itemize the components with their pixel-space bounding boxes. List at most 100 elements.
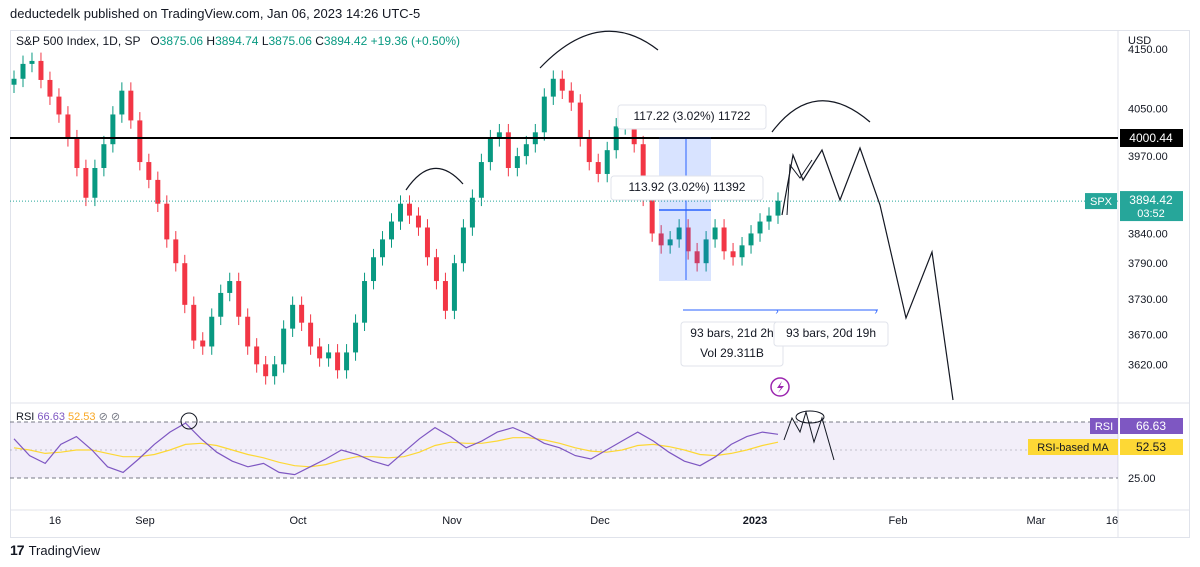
candle-body [200,340,206,347]
candle-body [397,203,403,222]
candle-body [290,304,296,329]
candle-body [173,239,179,264]
candle-body [685,227,691,252]
candle-body [281,328,287,365]
y-tick-label: 3840.00 [1128,228,1168,240]
publisher-header: deductedelk published on TradingView.com… [10,6,421,21]
x-tick-label: Feb [889,515,908,527]
x-tick-label: 16 [49,515,61,527]
event-bolt-icon [770,377,790,397]
candle-body [11,78,17,85]
chart-frame[interactable] [10,30,1190,538]
candle-body [469,197,475,228]
candle-body [577,102,583,139]
rsi-ellipse-drawing [795,410,825,424]
candle-body [326,352,332,359]
candle-body [353,322,359,353]
x-tick-label: Mar [1027,515,1046,527]
candle-body [218,292,224,317]
candle-body [406,203,412,216]
rsi-projection-drawing [783,410,835,461]
high-value: 3894.74 [215,34,259,48]
rsi-name-tag [1090,418,1118,434]
low-label: L [261,34,269,48]
candle-body [649,197,655,234]
x-tick-label: Sep [135,515,155,527]
candle-body [766,215,772,222]
candle-body [496,132,502,139]
rsi-legend-ma: 52.53 [68,411,96,423]
x-tick-label: Nov [442,515,462,527]
arc-drawing [539,30,659,69]
arc-drawing [405,167,464,191]
candle-body [604,150,610,174]
tradingview-brand: TradingView [28,542,101,558]
rsi-value-tag-text: 66.63 [1136,419,1166,433]
tradingview-logo: 17 TradingView [10,542,100,558]
candle-body [721,227,727,252]
y-tick-label: 4050.00 [1128,104,1168,116]
horizontal-price-tag [1120,129,1183,147]
close-label: C [315,34,324,48]
rsi-ma-value-tag [1120,439,1183,455]
change-value: +19.36 (+0.50%) [370,34,461,48]
ohlc-legend: S&P 500 Index, 1D, SP O3875.06 H3894.74 … [16,34,460,48]
x-tick-label: 16 [1106,515,1118,527]
rsi-legend-name: RSI [16,411,35,423]
x-tick-label: 2023 [743,515,767,527]
candle-body [191,304,197,341]
x-tick-label: Dec [590,515,610,527]
candle-body [20,63,26,79]
y-tick-label: 3790.00 [1128,258,1168,270]
candle-body [568,90,574,103]
y-tick-label: 3670.00 [1128,330,1168,342]
y-tick-label: 3620.00 [1128,359,1168,371]
candle-body [712,227,718,240]
candle-body [730,251,736,258]
open-label: O [150,34,160,48]
candle-body [65,114,71,139]
rsi-legend-value: 66.63 [37,411,65,423]
candle-body [335,352,341,371]
candle-body [227,281,233,293]
candle-body [146,162,152,180]
candle-body [658,233,664,246]
y-tick-label: 3730.00 [1128,294,1168,306]
candle-body [559,78,565,91]
candle-body [245,316,251,347]
x-tick-label: Oct [289,515,306,527]
candle-body [389,221,395,240]
rsi-ma-name-tag-text: RSI-based MA [1037,442,1109,454]
y-tick-label: 4150.00 [1128,44,1168,56]
candle-body [92,168,98,198]
range-label-text: 117.22 (3.02%) 11722 [634,109,751,123]
candle-body [631,120,637,145]
candle-body [137,120,143,163]
last-price-tag-text: 3894.42 [1129,193,1173,207]
candle-body [757,221,763,234]
candle-body [164,203,170,240]
candle-body [739,245,745,258]
open-value: 3875.06 [159,34,204,48]
candle-body [362,281,368,323]
candle-body [110,114,116,145]
candle-body [442,281,448,311]
candle-body [595,162,601,174]
candle-body [272,364,278,377]
rsi-value-tag [1120,418,1183,434]
range-arrow-head: › [874,306,877,317]
rsi-ma-value-tag-text: 52.53 [1136,440,1166,454]
candle-body [263,364,269,377]
projection-path [781,146,954,401]
candle-body [748,233,754,246]
candle-body [550,78,556,97]
rsi-tick-label: 25.00 [1128,473,1156,485]
close-value: 3894.42 [323,34,368,48]
candle-body [101,144,107,169]
y-tick-label: 3970.00 [1128,151,1168,163]
bars-label-text: Vol 29.311B [700,346,764,360]
candle-body [694,251,700,264]
candle-body [703,239,709,264]
candle-body [128,90,134,121]
